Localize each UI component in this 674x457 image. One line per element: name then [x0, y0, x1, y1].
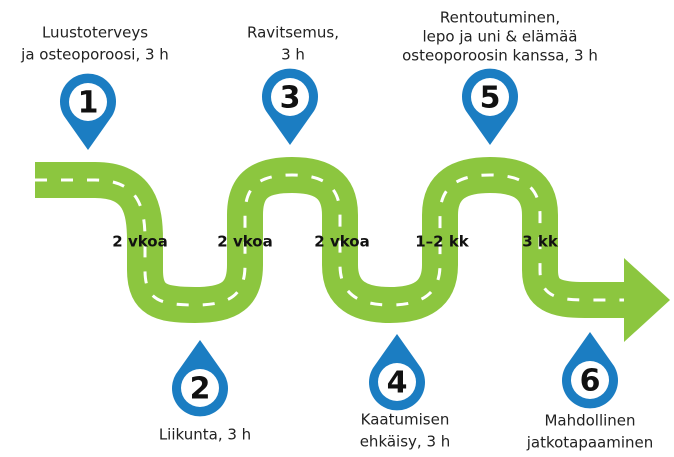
- step-label: Liikunta, 3 h: [159, 426, 251, 444]
- step-label: Ravitsemus,: [247, 24, 339, 42]
- step-label: Rentoutuminen,: [440, 9, 560, 27]
- interval-label: 2 vkoa: [112, 233, 167, 251]
- step-number: 5: [480, 81, 501, 116]
- interval-label: 2 vkoa: [314, 233, 369, 251]
- step-label: Mahdollinen: [544, 412, 635, 430]
- step-label: ehkäisy, 3 h: [360, 433, 451, 451]
- step-label: Luustoterveys: [42, 24, 148, 42]
- step-label: lepo ja uni & elämää: [423, 28, 578, 46]
- interval-label: 1–2 kk: [415, 233, 470, 251]
- step-number: 1: [78, 86, 99, 121]
- interval-label: 3 kk: [522, 233, 559, 251]
- step-number: 6: [580, 364, 601, 399]
- process-diagram: 1 Luustoterveys ja osteoporoosi, 3 h 2 Liiku…: [0, 0, 674, 457]
- step-label: ja osteoporoosi, 3 h: [20, 46, 169, 64]
- step-label: 3 h: [281, 46, 305, 64]
- interval-label: 2 vkoa: [217, 233, 272, 251]
- step-label: osteoporoosin kanssa, 3 h: [402, 47, 598, 65]
- step-label: Kaatumisen: [361, 411, 450, 429]
- step-number: 2: [190, 372, 211, 407]
- step-label: jatkotapaaminen: [526, 434, 654, 452]
- step-number: 4: [387, 366, 408, 401]
- road-arrow: [624, 258, 670, 342]
- step-number: 3: [280, 81, 301, 116]
